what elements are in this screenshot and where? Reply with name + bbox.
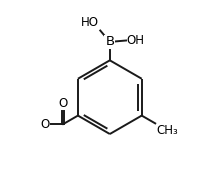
Text: CH₃: CH₃ <box>156 124 178 137</box>
Text: O: O <box>40 118 50 131</box>
Text: O: O <box>59 97 68 110</box>
Text: B: B <box>105 35 114 48</box>
Text: HO: HO <box>81 16 99 29</box>
Text: OH: OH <box>127 34 145 47</box>
